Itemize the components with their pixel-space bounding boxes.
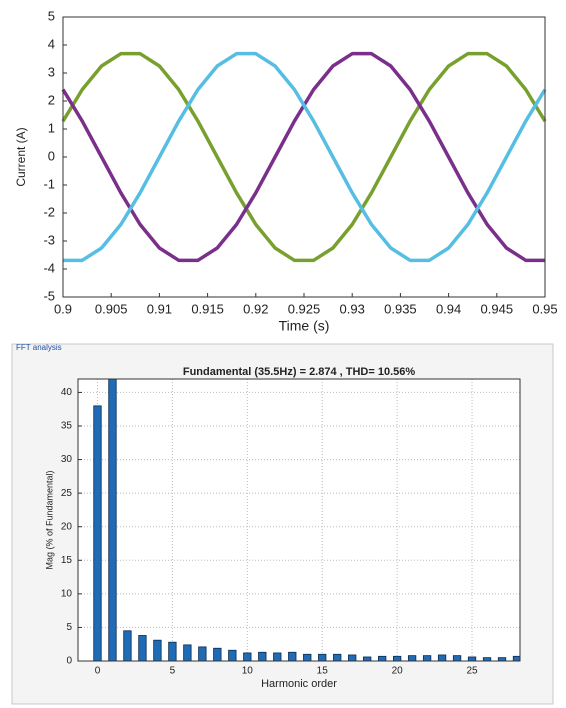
bars bbox=[93, 379, 520, 661]
bar bbox=[258, 651, 267, 661]
bar bbox=[153, 639, 162, 661]
bar bbox=[183, 644, 192, 661]
x-tick-label: 0.935 bbox=[384, 301, 417, 316]
x-axis-label: Time (s) bbox=[279, 318, 330, 334]
y-axis-label: Current (A) bbox=[14, 127, 28, 186]
y-tick-label: 0 bbox=[66, 656, 72, 667]
plot-area bbox=[63, 17, 545, 297]
bar bbox=[198, 646, 207, 661]
y-tick-label: 0 bbox=[48, 148, 55, 163]
x-tick-label: 20 bbox=[392, 666, 404, 677]
y-tick-label: 1 bbox=[48, 120, 55, 135]
x-tick-label: 0.93 bbox=[340, 301, 365, 316]
y-tick-label: 3 bbox=[48, 64, 55, 79]
y-tick-label: 5 bbox=[48, 8, 55, 23]
y-tick-label: -4 bbox=[43, 260, 55, 275]
y-tick-label: 15 bbox=[61, 555, 73, 566]
bar bbox=[243, 652, 252, 661]
bar bbox=[213, 647, 222, 661]
x-tick-label: 10 bbox=[242, 666, 254, 677]
bar bbox=[482, 657, 492, 661]
y-tick-label: -5 bbox=[43, 288, 55, 303]
y-tick-label: 25 bbox=[61, 488, 73, 499]
bar bbox=[93, 405, 102, 661]
bar bbox=[333, 653, 342, 661]
x-tick-label: 25 bbox=[466, 666, 478, 677]
bar bbox=[303, 653, 312, 661]
y-tick-label: 4 bbox=[48, 36, 55, 51]
x-tick-label: 0 bbox=[95, 666, 101, 677]
bar bbox=[422, 655, 432, 661]
bar bbox=[437, 654, 447, 661]
current-line bbox=[61, 51, 547, 263]
x-tick-label: 0.905 bbox=[95, 301, 128, 316]
panel-label: FFT analysis bbox=[16, 343, 62, 352]
bar bbox=[378, 655, 387, 661]
bar bbox=[497, 657, 507, 661]
bar bbox=[288, 651, 297, 661]
y-tick-label: 5 bbox=[66, 622, 72, 633]
x-tick-label: 5 bbox=[170, 666, 176, 677]
bar bbox=[273, 652, 282, 661]
bar bbox=[228, 649, 237, 661]
bar bbox=[407, 655, 417, 661]
x-tick-label: 0.95 bbox=[532, 301, 557, 316]
x-tick-label: 0.925 bbox=[288, 301, 321, 316]
x-tick-label: 0.91 bbox=[147, 301, 172, 316]
y-tick-label: -2 bbox=[43, 204, 55, 219]
y-tick-label: -1 bbox=[43, 176, 55, 191]
current-line bbox=[63, 51, 547, 263]
y-tick-label: 40 bbox=[61, 387, 73, 398]
y-tick-label: 2 bbox=[48, 92, 55, 107]
y-tick-label: 35 bbox=[61, 421, 73, 432]
y-tick-label: 20 bbox=[61, 521, 73, 532]
bar bbox=[168, 641, 177, 661]
plot-area bbox=[78, 379, 520, 661]
bar bbox=[392, 655, 402, 661]
y-tick-label: -3 bbox=[43, 232, 55, 247]
chart-title: Fundamental (35.5Hz) = 2.874 , THD= 10.5… bbox=[183, 366, 416, 378]
x-tick-label: 15 bbox=[317, 666, 329, 677]
bar bbox=[108, 379, 117, 661]
plot-frame bbox=[62, 16, 546, 298]
bar bbox=[318, 653, 327, 661]
bar bbox=[138, 635, 147, 661]
x-tick-label: 0.94 bbox=[436, 301, 461, 316]
x-axis-label: Harmonic order bbox=[261, 678, 337, 690]
plot-frame bbox=[77, 378, 521, 662]
bar bbox=[363, 656, 372, 661]
x-tick-label: 0.945 bbox=[481, 301, 514, 316]
y-tick-label: 10 bbox=[61, 588, 73, 599]
x-tick-label: 0.9 bbox=[54, 301, 72, 316]
y-tick-label: 30 bbox=[61, 454, 73, 465]
bar bbox=[452, 655, 462, 661]
x-tick-label: 0.92 bbox=[243, 301, 268, 316]
y-axis-label: Mag (% of Fundamental) bbox=[44, 470, 54, 569]
x-tick-label: 0.915 bbox=[191, 301, 224, 316]
bar bbox=[123, 630, 132, 661]
bar bbox=[467, 656, 477, 661]
bar bbox=[348, 654, 357, 661]
